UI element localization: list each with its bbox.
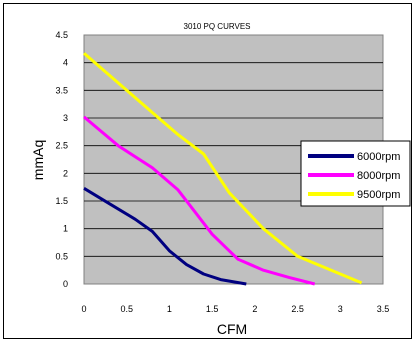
y-tick-label: 2.5 bbox=[55, 141, 68, 151]
y-tick-label: 4.5 bbox=[55, 30, 68, 40]
legend: 6000rpm 8000rpm 9500rpm bbox=[300, 140, 411, 207]
y-tick-label: 2 bbox=[63, 168, 68, 178]
x-tick-label: 1 bbox=[167, 304, 172, 314]
legend-label-8000rpm: 8000rpm bbox=[357, 170, 400, 182]
legend-label-6000rpm: 6000rpm bbox=[357, 151, 400, 163]
x-tick-label: 3.5 bbox=[377, 304, 390, 314]
y-tick-label: 0.5 bbox=[55, 251, 68, 261]
x-tick-label: 2.5 bbox=[291, 304, 304, 314]
chart-title: 3010 PQ CURVES bbox=[184, 22, 251, 31]
y-tick-label: 4 bbox=[63, 58, 68, 68]
series-line-6000rpm bbox=[83, 187, 247, 286]
x-tick-label: 0 bbox=[81, 304, 86, 314]
x-tick-label: 1.5 bbox=[206, 304, 219, 314]
y-tick-label: 1.5 bbox=[55, 196, 68, 206]
series-line-9500rpm bbox=[83, 52, 363, 285]
legend-label-9500rpm: 9500rpm bbox=[357, 189, 400, 201]
x-tick-label: 0.5 bbox=[120, 304, 133, 314]
x-tick-label: 3 bbox=[338, 304, 343, 314]
y-tick-label: 1 bbox=[63, 224, 68, 234]
series-line-8000rpm bbox=[83, 115, 316, 286]
x-axis-label: CFM bbox=[217, 321, 247, 337]
y-axis-label: mmAq bbox=[30, 140, 46, 180]
y-tick-label: 3 bbox=[63, 113, 68, 123]
y-tick-label: 3.5 bbox=[55, 85, 68, 95]
y-tick-label: 0 bbox=[63, 279, 68, 289]
x-tick-label: 2 bbox=[252, 304, 257, 314]
